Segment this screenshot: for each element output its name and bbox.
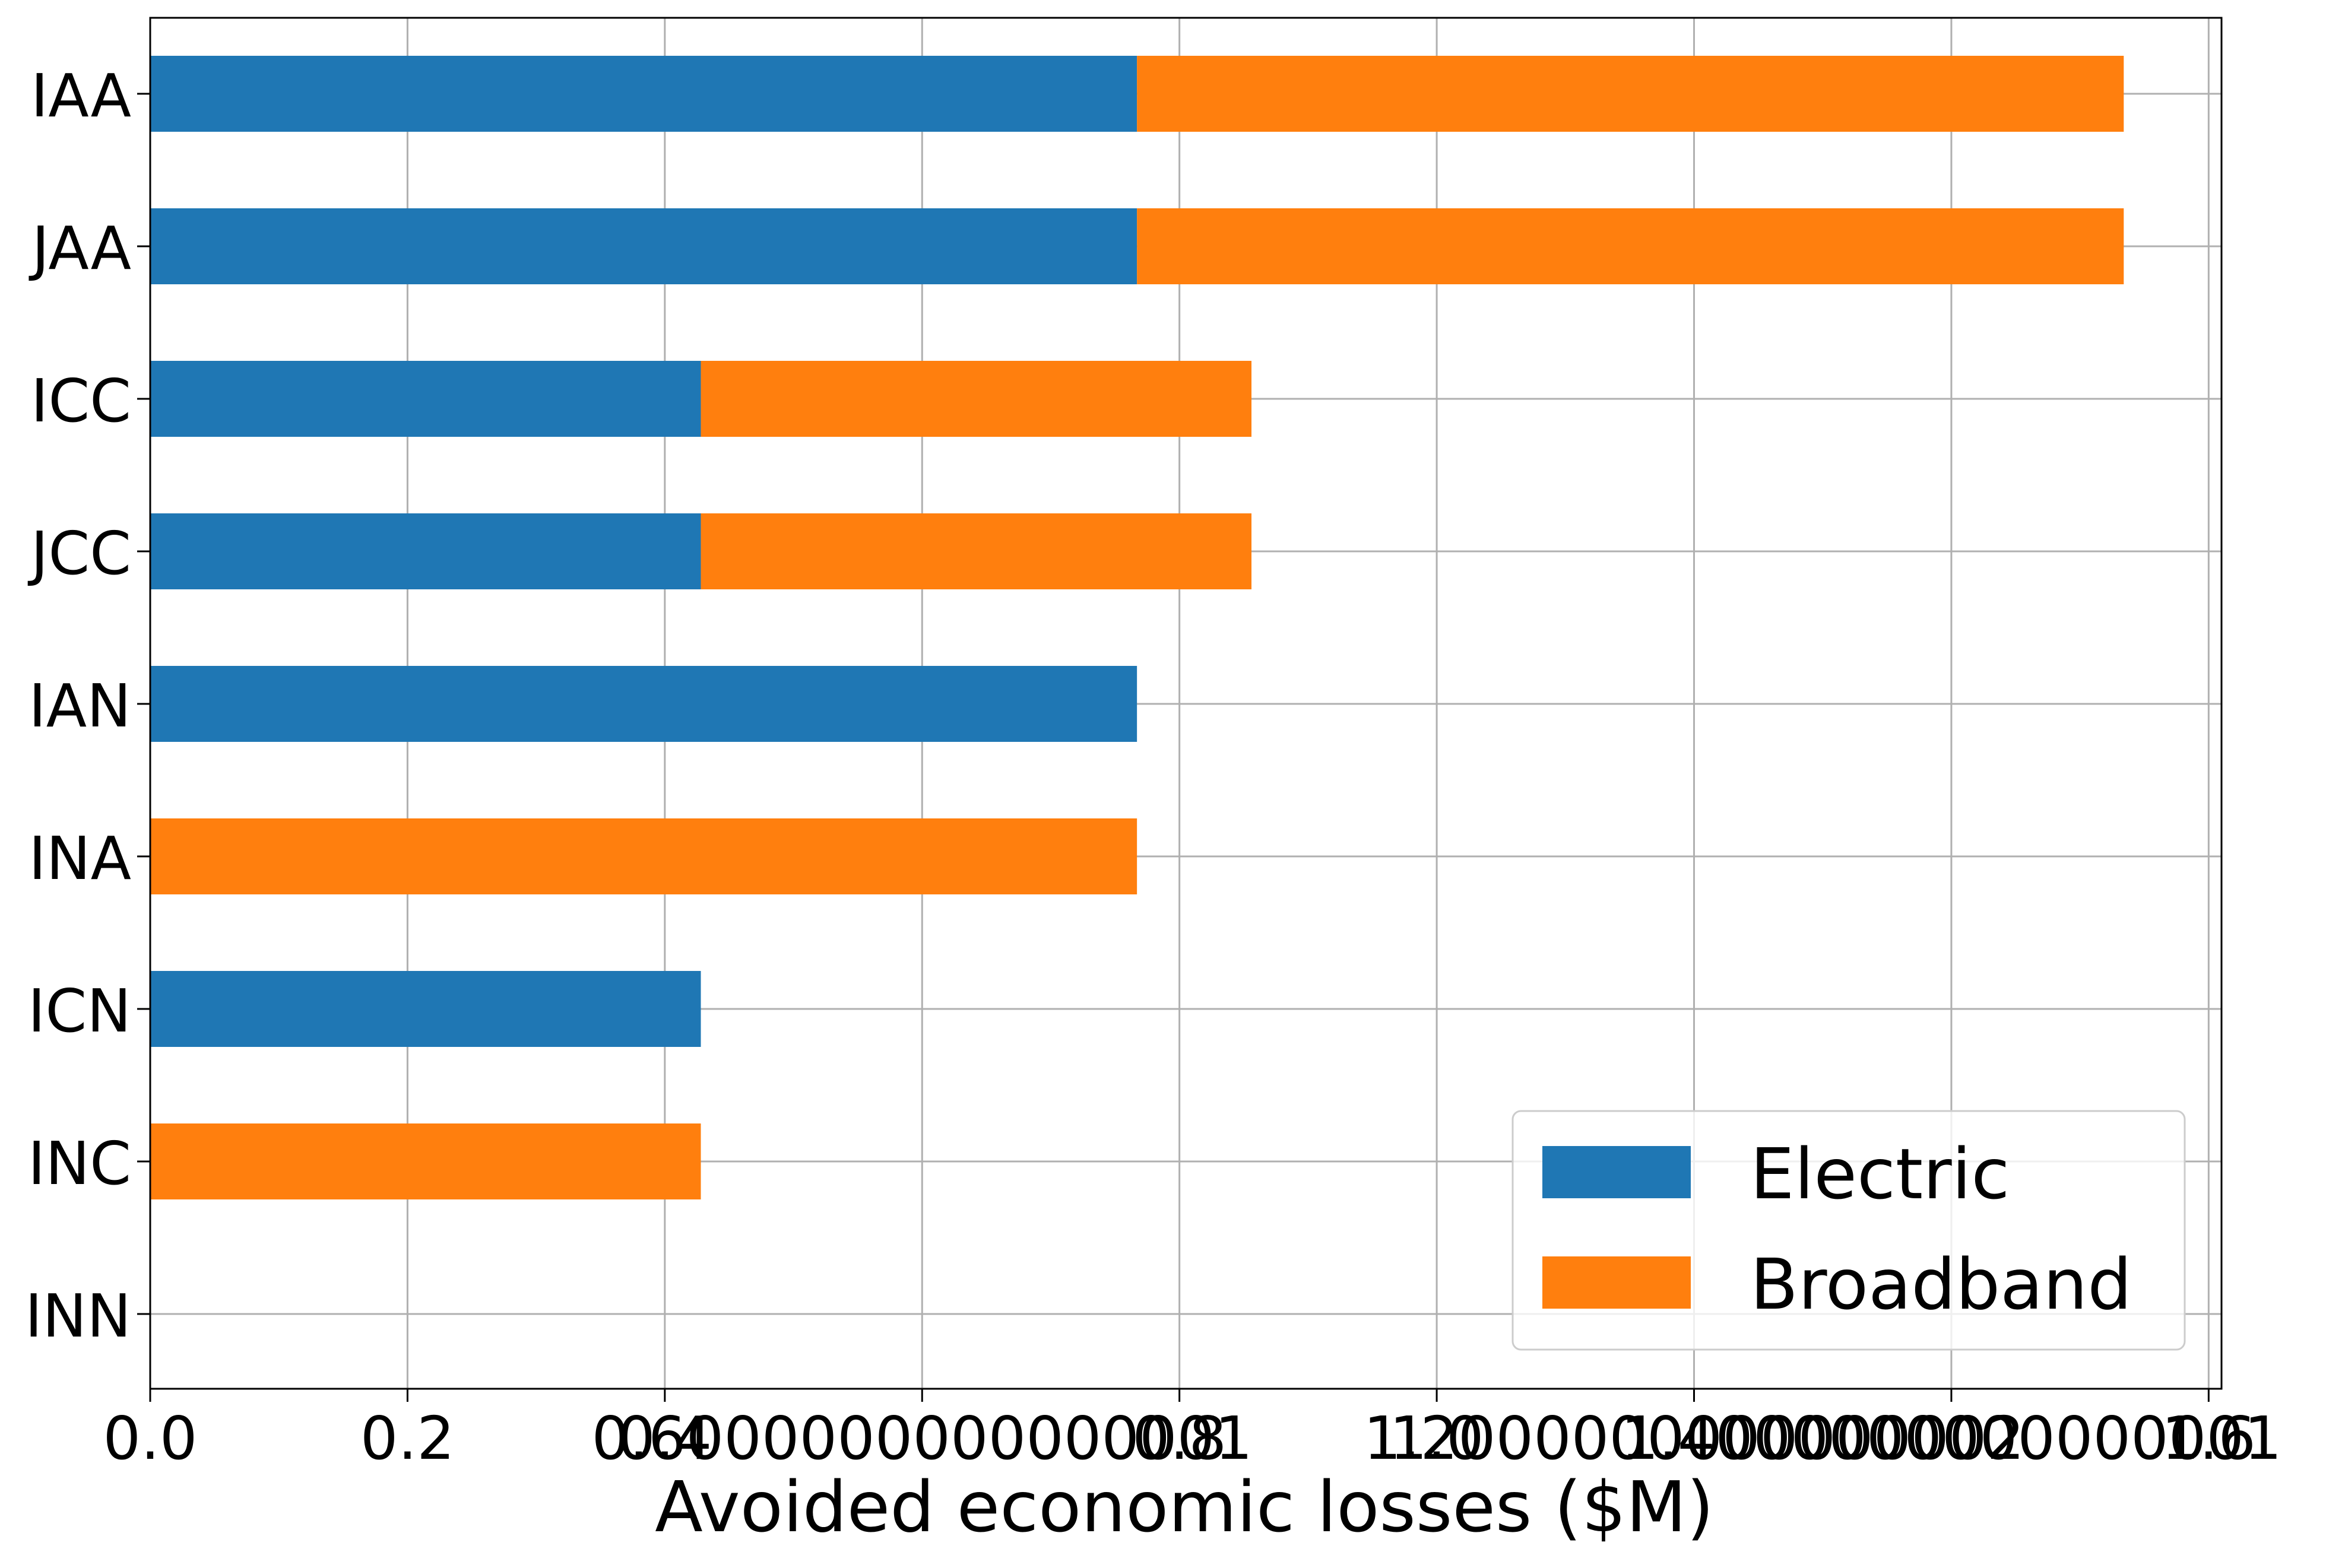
y-tick-label: ICC	[31, 366, 131, 436]
x-tick-label: 1.4000000000000001	[1621, 1404, 2281, 1473]
bar-electric-jcc	[150, 513, 701, 589]
x-axis-label: Avoided economic losses ($M)	[655, 1466, 1714, 1548]
bar-broadband-icc	[701, 361, 1252, 437]
y-tick-label: INC	[28, 1129, 131, 1198]
legend: Electric Broadband	[1511, 1110, 2186, 1351]
bar-broadband-jcc	[701, 513, 1252, 589]
x-tick-label: 0.6000000000000001	[592, 1404, 1253, 1473]
bar-broadband-inc	[150, 1123, 701, 1199]
y-tick-label: ICN	[28, 976, 131, 1046]
x-tick-label: 0.4	[617, 1404, 712, 1473]
x-tick-label: 1.6	[2162, 1404, 2256, 1473]
bar-electric-iaa	[150, 56, 1137, 132]
bar-broadband-jaa	[1137, 208, 2124, 284]
y-tick-label: JAA	[28, 214, 131, 283]
legend-swatch-electric	[1542, 1146, 1691, 1198]
bar-broadband-iaa	[1137, 56, 2124, 132]
x-tick-label: 0.0	[103, 1404, 197, 1473]
bar-electric-jaa	[150, 208, 1137, 284]
y-tick-label: IAN	[28, 671, 131, 741]
bar-electric-icc	[150, 361, 701, 437]
legend-swatch-broadband	[1542, 1256, 1691, 1309]
x-tick-label: 0.2	[360, 1404, 455, 1473]
x-tick-label: 0.8	[1132, 1404, 1227, 1473]
y-axis-ticks: IAA JAA ICC JCC IAN INA ICN INC INN	[25, 61, 150, 1351]
bar-broadband-ina	[150, 818, 1137, 894]
bar-electric-icn	[150, 971, 701, 1047]
y-tick-label: JCC	[27, 519, 131, 588]
bar-electric-ian	[150, 666, 1137, 742]
legend-label-electric: Electric	[1750, 1133, 2010, 1215]
y-tick-label: IAA	[31, 61, 131, 131]
bars	[150, 56, 2124, 1199]
x-tick-label: 1.2000000000000002	[1364, 1404, 2024, 1473]
legend-label-broadband: Broadband	[1750, 1243, 2132, 1325]
y-tick-label: INN	[25, 1281, 131, 1351]
x-tick-label: 1.0	[1390, 1404, 1484, 1473]
y-tick-label: INA	[28, 824, 131, 893]
